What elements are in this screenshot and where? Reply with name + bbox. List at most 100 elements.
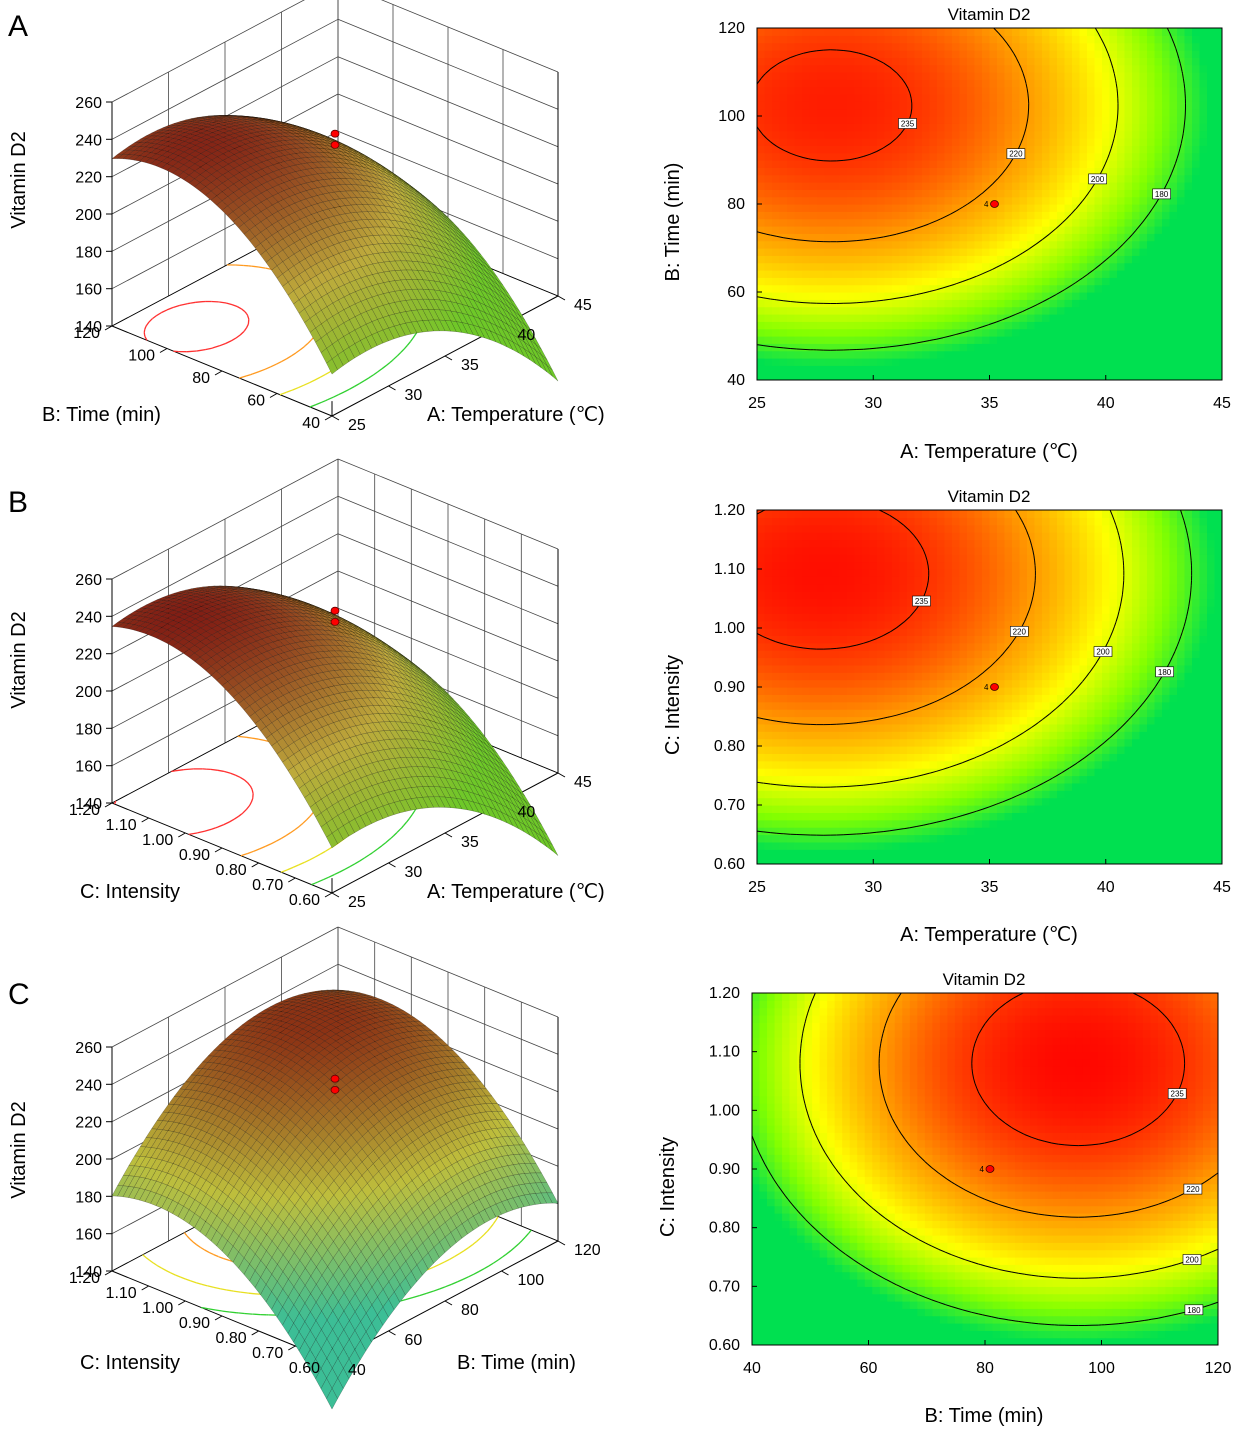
y-axis-label-c: C: Intensity — [80, 1352, 180, 1374]
surface-facet — [385, 175, 398, 184]
heatmap-cell — [764, 108, 773, 117]
surface-facet — [436, 209, 448, 220]
x-tick-label: 100 — [518, 1272, 545, 1289]
surface-facet — [391, 177, 403, 187]
surface-facet — [392, 172, 404, 181]
x-tick-label: 30 — [405, 864, 423, 881]
heatmap-cell — [764, 174, 773, 183]
surface-facet — [263, 118, 275, 121]
surface-facet — [312, 143, 325, 149]
heatmap-cell — [764, 343, 773, 352]
surface-facet — [497, 280, 509, 294]
heatmap-cell — [757, 255, 766, 264]
surface-facet — [446, 229, 459, 241]
surface-facet — [441, 217, 454, 228]
surface-facet — [396, 185, 409, 195]
surface-facet — [447, 217, 460, 229]
surface-facet — [418, 215, 431, 226]
heatmap-cell — [764, 277, 773, 286]
surface-facet — [414, 190, 426, 200]
z-tick-label: 180 — [75, 244, 102, 261]
surface-facet — [363, 158, 376, 166]
panel-label-c: C — [8, 978, 30, 1011]
surface-facet — [178, 128, 192, 133]
heatmap-cell — [764, 262, 773, 271]
surface-facet — [161, 133, 175, 138]
surface-facet — [312, 147, 325, 153]
x-tick-label: 35 — [461, 834, 479, 851]
heatmap-cell — [757, 350, 766, 359]
surface-facet — [474, 259, 487, 272]
heatmap-cell — [757, 57, 766, 66]
surface-facet — [279, 129, 292, 134]
heatmap-cell — [764, 86, 773, 95]
z-axis-label-c: Vitamin D2 — [8, 1101, 30, 1198]
surface-facet — [207, 116, 219, 119]
surface-facet — [441, 230, 453, 242]
surface-facet — [485, 271, 498, 285]
surface-facet — [357, 162, 370, 170]
surface-facet — [469, 248, 481, 261]
surface-facet — [396, 189, 409, 199]
surface-facet — [195, 125, 208, 130]
surface-facet — [363, 161, 376, 169]
heatmap-cell — [772, 328, 781, 337]
surface-facet — [384, 189, 398, 199]
heatmap-cell — [757, 116, 766, 124]
surface-facet — [313, 132, 326, 138]
surface-facet — [157, 129, 169, 134]
surface-facet — [402, 195, 414, 205]
heatmap-cell — [764, 211, 773, 220]
heatmap-cell — [757, 138, 766, 146]
x-axis-label-c: B: Time (min) — [457, 1352, 576, 1374]
surface-facet — [413, 194, 426, 204]
surface-facet — [256, 130, 270, 136]
x-tick-label: 40 — [518, 804, 536, 821]
surface-facet — [369, 158, 382, 166]
y-tick-label: 0.70 — [252, 877, 283, 894]
surface-facet — [419, 193, 432, 204]
heatmap-cell — [764, 145, 773, 154]
surface-facet — [436, 207, 449, 219]
surface-facet — [430, 203, 443, 214]
surface-facet — [369, 163, 381, 171]
surface-facet — [280, 123, 292, 127]
y-axis-label-b: C: Intensity — [80, 881, 180, 903]
surface-facet — [179, 123, 191, 127]
surface-facet — [290, 132, 303, 137]
heatmap-cell — [764, 167, 773, 176]
heatmap-cell — [772, 350, 781, 359]
surface-facet — [308, 130, 320, 136]
heatmap-cell — [757, 328, 766, 337]
heatmap-cell — [757, 101, 766, 110]
heatmap-cell — [764, 101, 773, 110]
z-tick-label: 160 — [75, 759, 102, 776]
y-tick-label: 0.70 — [252, 1345, 283, 1362]
surface-facet — [184, 126, 197, 131]
x-tick-label: 25 — [348, 417, 366, 434]
surface-facet — [419, 203, 431, 214]
heatmap-cell — [764, 50, 773, 58]
heatmap-cell — [757, 248, 766, 256]
surface-facet — [407, 201, 420, 212]
surface-facet — [364, 155, 376, 163]
heatmap-cell — [764, 196, 773, 205]
surface-facet — [452, 241, 464, 253]
heatmap-cell — [757, 86, 766, 95]
surface-facet — [408, 189, 420, 199]
surface-facet — [368, 172, 381, 180]
surface-facet — [267, 129, 281, 134]
surface-facet — [246, 123, 258, 127]
z-tick-label: 260 — [75, 1040, 102, 1057]
surface-facet — [408, 191, 420, 201]
z-tick-label: 260 — [75, 572, 102, 589]
surface-facet — [402, 188, 414, 198]
contour-heatmap-a — [757, 28, 1222, 380]
surface-facet — [369, 159, 381, 167]
heatmap-cell — [764, 116, 773, 124]
surface-facet — [380, 165, 393, 173]
surface-facet — [319, 135, 331, 141]
heatmap-cell — [757, 314, 766, 322]
surface-facet — [297, 126, 309, 131]
